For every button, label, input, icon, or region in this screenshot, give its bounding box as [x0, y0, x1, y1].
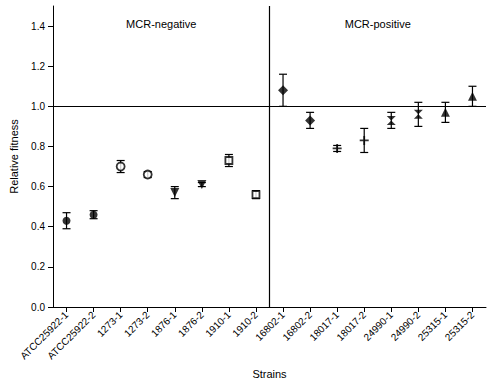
svg-text:Strains: Strains — [252, 368, 287, 380]
svg-text:1273-1: 1273-1 — [95, 309, 125, 339]
svg-text:18017-1: 18017-1 — [307, 309, 341, 343]
svg-text:ATCC25922-1: ATCC25922-1 — [18, 309, 71, 362]
svg-text:ATCC25922-2: ATCC25922-2 — [45, 309, 98, 362]
svg-text:16802-1: 16802-1 — [253, 309, 287, 343]
svg-text:24990-2: 24990-2 — [388, 309, 423, 343]
svg-text:1.4: 1.4 — [31, 21, 45, 32]
svg-text:Relative fitness: Relative fitness — [8, 119, 20, 194]
svg-text:1876-1: 1876-1 — [149, 309, 179, 339]
svg-text:1.2: 1.2 — [31, 61, 45, 72]
svg-text:0.8: 0.8 — [31, 141, 45, 152]
svg-text:18017-2: 18017-2 — [334, 309, 369, 343]
svg-text:0.0: 0.0 — [31, 302, 45, 313]
svg-text:1.0: 1.0 — [31, 101, 45, 112]
svg-text:24990-1: 24990-1 — [361, 309, 396, 343]
svg-text:16802-2: 16802-2 — [280, 309, 314, 343]
svg-text:1273-2: 1273-2 — [122, 309, 152, 339]
svg-text:0.4: 0.4 — [31, 221, 45, 232]
svg-text:1876-2: 1876-2 — [176, 309, 206, 339]
svg-text:25315-2: 25315-2 — [443, 309, 477, 343]
svg-text:25315-1: 25315-1 — [415, 309, 450, 343]
svg-text:0.2: 0.2 — [31, 261, 45, 272]
svg-text:1910-2: 1910-2 — [230, 309, 260, 339]
svg-text:0.6: 0.6 — [31, 181, 45, 192]
svg-text:1910-1: 1910-1 — [203, 309, 233, 339]
svg-text:MCR-positive: MCR-positive — [345, 18, 411, 30]
svg-text:MCR-negative: MCR-negative — [126, 18, 196, 30]
